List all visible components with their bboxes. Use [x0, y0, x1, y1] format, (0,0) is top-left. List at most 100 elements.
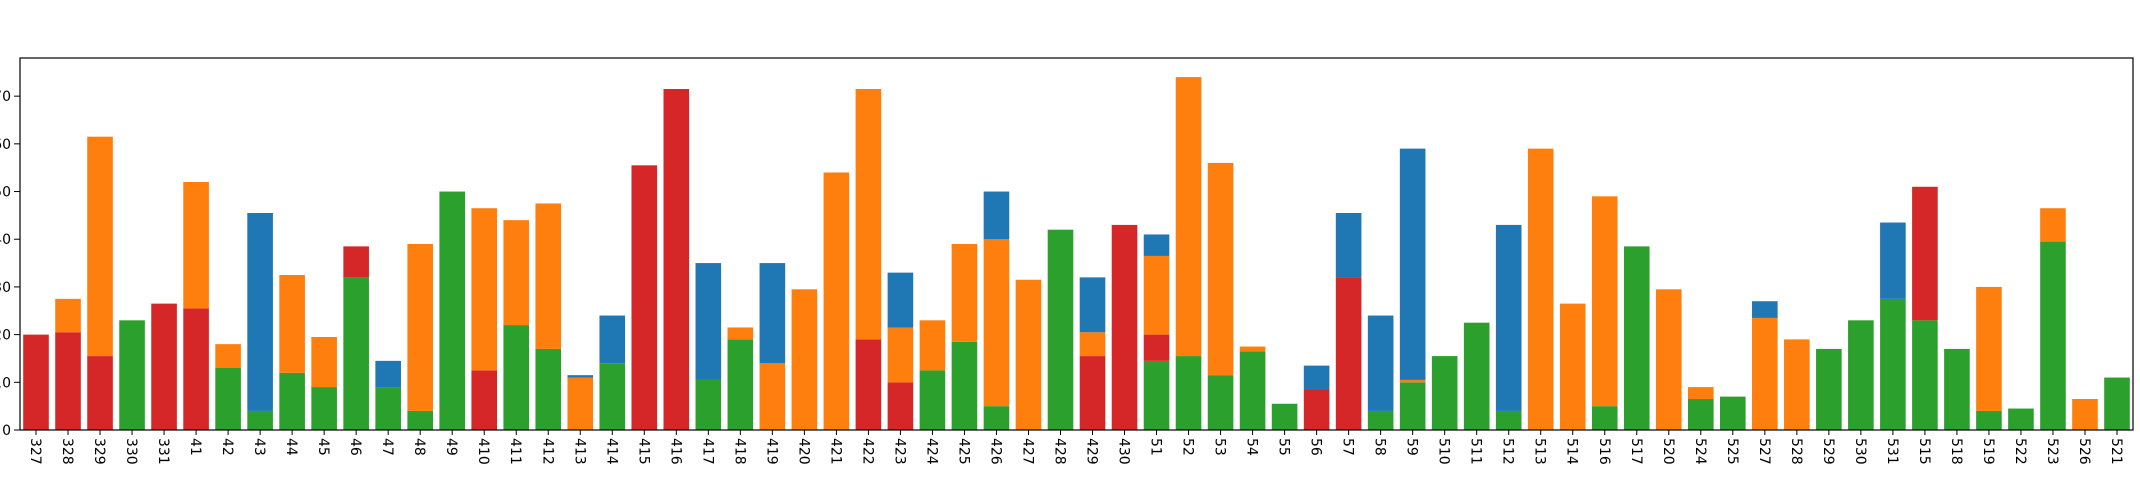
x-tick-label: 422	[859, 438, 875, 465]
bar-515-segment-1	[1912, 186, 1938, 321]
bar-47-segment-3	[375, 360, 401, 388]
y-axis: 0 10 20 30 40 50 60 70	[0, 89, 20, 439]
x-tick-label: 57	[1340, 438, 1356, 456]
x-tick-label: 48	[411, 438, 427, 456]
x-tick-label: 331	[155, 438, 171, 465]
x-tick-label: 49	[443, 438, 459, 456]
bar-528-segment-2	[1784, 339, 1810, 430]
bar-512-segment-0	[1495, 410, 1522, 430]
bar-513-segment-2	[1527, 148, 1554, 430]
x-tick-label: 512	[1500, 438, 1516, 465]
x-tick-label: 55	[1276, 438, 1292, 456]
bar-328-segment-2	[55, 298, 81, 333]
bar-52-segment-0	[1175, 356, 1202, 430]
bar-525-segment-0	[1720, 396, 1746, 430]
bar-429-segment-3	[1079, 277, 1106, 333]
bar-52-segment-2	[1175, 77, 1202, 357]
x-tick-label: 52	[1180, 438, 1196, 456]
x-tick-label: 45	[315, 438, 331, 456]
x-tick-label: 423	[891, 438, 907, 465]
bar-43-segment-3	[247, 213, 273, 411]
bar-522-segment-0	[2008, 408, 2034, 430]
y-tick-label: 10	[0, 375, 11, 391]
bar-521-segment-0	[2104, 377, 2130, 430]
bar-53-segment-2	[1207, 162, 1234, 376]
x-tick-label: 413	[571, 438, 587, 465]
bar-42-segment-0	[215, 368, 241, 430]
x-tick-label: 327	[27, 438, 43, 465]
bar-420-segment-2	[791, 289, 818, 430]
bar-419-segment-3	[759, 263, 786, 364]
bar-526-segment-2	[2072, 399, 2098, 430]
bar-51-segment-3	[1143, 234, 1170, 256]
x-tick-label: 419	[763, 438, 779, 465]
bar-524-segment-0	[1687, 399, 1714, 430]
bar-42-segment-2	[215, 344, 241, 368]
bar-423-segment-1	[887, 382, 914, 430]
x-tick-label: 47	[379, 438, 395, 456]
bar-331-segment-1	[151, 303, 177, 430]
bar-58-segment-0	[1367, 410, 1394, 430]
x-tick-label: 418	[731, 438, 747, 465]
bar-411-segment-0	[503, 325, 530, 430]
bar-411-segment-2	[503, 220, 530, 326]
bar-51-segment-1	[1143, 334, 1170, 361]
bar-410-segment-2	[471, 208, 498, 371]
bar-519-segment-0	[1976, 410, 2002, 430]
y-tick-label: 70	[0, 89, 11, 105]
bar-425-segment-0	[951, 341, 978, 430]
bar-531-segment-3	[1880, 222, 1906, 299]
bar-429-segment-1	[1079, 356, 1106, 430]
bar-41-segment-2	[183, 182, 209, 309]
bar-49-segment-0	[439, 191, 466, 430]
x-tick-label: 44	[283, 438, 299, 456]
bar-512-segment-3	[1495, 224, 1522, 411]
bar-54-segment-2	[1239, 346, 1266, 352]
x-tick-label: 429	[1084, 438, 1100, 465]
bars-layer	[23, 77, 2130, 430]
bar-529-segment-0	[1816, 348, 1842, 430]
bar-53-segment-0	[1207, 375, 1234, 430]
bar-41-segment-1	[183, 308, 209, 430]
x-tick-label: 524	[1692, 438, 1708, 465]
bar-421-segment-2	[823, 172, 850, 430]
x-tick-label: 328	[59, 438, 75, 465]
x-tick-label: 43	[251, 438, 267, 456]
x-tick-label: 59	[1404, 438, 1420, 456]
bar-419-segment-2	[759, 363, 786, 430]
x-tick-label: 519	[1980, 438, 1996, 465]
x-tick-label: 517	[1628, 438, 1644, 465]
bar-414-segment-0	[599, 363, 626, 430]
x-tick-label: 430	[1116, 438, 1132, 465]
x-tick-label: 527	[1756, 438, 1772, 465]
bar-45-segment-2	[311, 337, 337, 388]
bar-48-segment-2	[407, 244, 433, 411]
bar-514-segment-2	[1559, 303, 1586, 430]
bar-520-segment-2	[1655, 289, 1682, 430]
bar-413-segment-3	[567, 375, 594, 378]
x-tick-label: 428	[1051, 438, 1067, 465]
bar-519-segment-2	[1976, 286, 2002, 411]
x-tick-label: 415	[635, 438, 651, 465]
bar-418-segment-2	[727, 327, 754, 340]
bar-414-segment-3	[599, 315, 626, 364]
x-tick-label: 425	[955, 438, 971, 465]
x-tick-label: 56	[1308, 438, 1324, 456]
bar-43-segment-0	[247, 410, 273, 430]
bar-51-segment-0	[1143, 360, 1170, 430]
bar-57-segment-1	[1335, 277, 1362, 430]
bar-412-segment-2	[535, 203, 562, 349]
bar-59-segment-2	[1399, 379, 1426, 383]
bar-58-segment-3	[1367, 315, 1394, 411]
bar-327-segment-1	[23, 334, 49, 430]
bar-523-segment-0	[2040, 241, 2066, 430]
x-tick-label: 513	[1532, 438, 1548, 465]
x-tick-label: 511	[1468, 438, 1484, 465]
bar-54-segment-0	[1239, 351, 1266, 430]
bar-531-segment-0	[1880, 298, 1906, 430]
bar-416-segment-1	[663, 89, 690, 430]
bar-516-segment-2	[1591, 196, 1618, 407]
bar-417-segment-0	[695, 379, 722, 430]
x-tick-label: 426	[987, 438, 1003, 465]
